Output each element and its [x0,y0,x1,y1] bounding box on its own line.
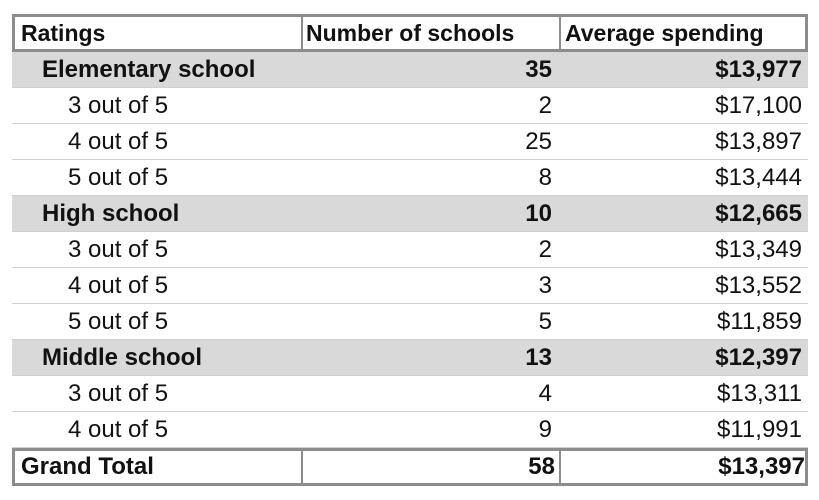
cell: 13 [525,344,552,371]
cell: $13,397 [559,451,811,483]
cell: 5 [538,308,552,335]
cell: 25 [525,128,552,155]
header-row: Ratings Number of schools Average spending [12,14,808,52]
cell: 5 out of 5 [68,164,169,191]
cell: $13,349 [715,236,802,263]
cell: $11,859 [717,308,802,335]
cell: $13,311 [717,380,802,407]
group-row: Elementary school 35 $13,977 [12,52,808,88]
group-row: Middle school 13 $12,397 [12,340,808,376]
cell: $12,665 [715,200,802,227]
cell: 3 out of 5 [68,236,169,263]
cell: $13,552 [715,272,802,299]
cell: 4 out of 5 [68,416,169,443]
cell: $13,897 [715,128,802,155]
rating-row: 4 out of 5 3 $13,552 [12,268,808,304]
cell: 2 [538,236,552,263]
cell: Average spending [559,17,811,49]
cell: Number of schools [301,17,559,49]
rating-row: 4 out of 5 25 $13,897 [12,124,808,160]
rating-row: 4 out of 5 9 $11,991 [12,412,808,448]
cell: 3 out of 5 [68,380,169,407]
cell: 4 out of 5 [68,272,169,299]
rating-row: 3 out of 5 2 $13,349 [12,232,808,268]
cell: 8 [538,164,552,191]
rating-row: 3 out of 5 4 $13,311 [12,376,808,412]
cell: 3 out of 5 [68,92,169,119]
cell: 5 out of 5 [68,308,169,335]
total-row: Grand Total 58 $13,397 [12,448,808,486]
cell: $12,397 [715,344,802,371]
cell: 2 [538,92,552,119]
cell: 4 out of 5 [68,128,169,155]
group-row: High school 10 $12,665 [12,196,808,232]
pivot-table: Ratings Number of schools Average spending… [12,14,808,486]
cell: Grand Total [21,453,154,480]
cell: 10 [525,200,552,227]
cell: 3 [538,272,552,299]
cell: $13,977 [715,56,802,83]
cell: $17,100 [715,92,802,119]
rating-row: 5 out of 5 8 $13,444 [12,160,808,196]
cell: 35 [525,56,552,83]
cell: Middle school [42,344,203,371]
cell: Elementary school [42,56,256,83]
cell: $13,444 [715,164,802,191]
rating-row: 5 out of 5 5 $11,859 [12,304,808,340]
cell: Ratings [21,20,106,46]
cell: 4 [538,380,552,407]
cell: High school [42,200,180,227]
cell: 58 [301,451,559,483]
cell: $11,991 [717,416,802,443]
rating-row: 3 out of 5 2 $17,100 [12,88,808,124]
cell: 9 [538,416,552,443]
